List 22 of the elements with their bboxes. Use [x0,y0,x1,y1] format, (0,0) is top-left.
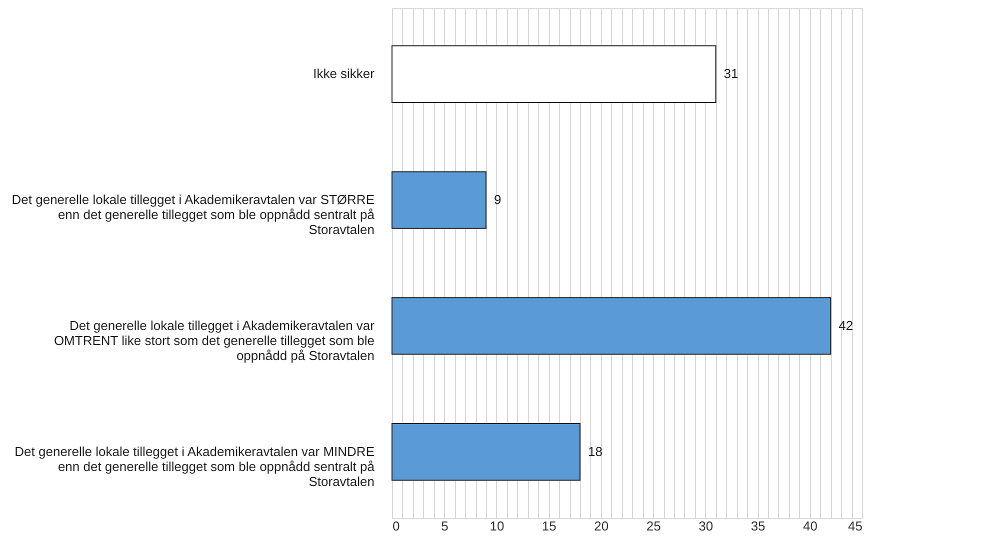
x-tick-label: 15 [542,518,556,534]
x-tick-label: 35 [750,518,766,534]
x-tick-label: 0 [392,518,400,534]
data-label: 9 [494,192,502,208]
x-tick-label: 25 [646,518,661,534]
x-tick-label: 45 [848,518,862,534]
bar [392,171,486,229]
y-tick-label: Det generelle lokale tillegget i Akademikeravtalen var MINDRE enn det generelle tillegget som ble oppnådd sentralt på Storavtalen [14,444,376,489]
x-tick-label: 40 [803,518,818,534]
x-tick-label: 5 [441,518,448,534]
y-tick-label: Det generelle lokale tillegget i Akademikeravtalen var OMTRENT like stort som det generelle tillegget som ble oppnådd på Storavtalen [54,318,376,363]
y-tick-label: Det generelle lokale tillegget i Akademikeravtalen var STØRRE enn det generelle tillegget som ble oppnådd sentralt på Storavtalen [12,192,376,238]
bar [392,423,580,481]
bar [392,45,716,103]
data-label: 42 [838,318,854,333]
data-label: 18 [588,444,602,459]
x-tick-label: 20 [594,518,609,534]
x-tick-label: 10 [490,518,504,534]
data-label: 31 [724,66,738,82]
y-tick-label: Ikke sikker [313,66,376,82]
bar [392,297,832,355]
x-tick-label: 30 [698,518,714,534]
